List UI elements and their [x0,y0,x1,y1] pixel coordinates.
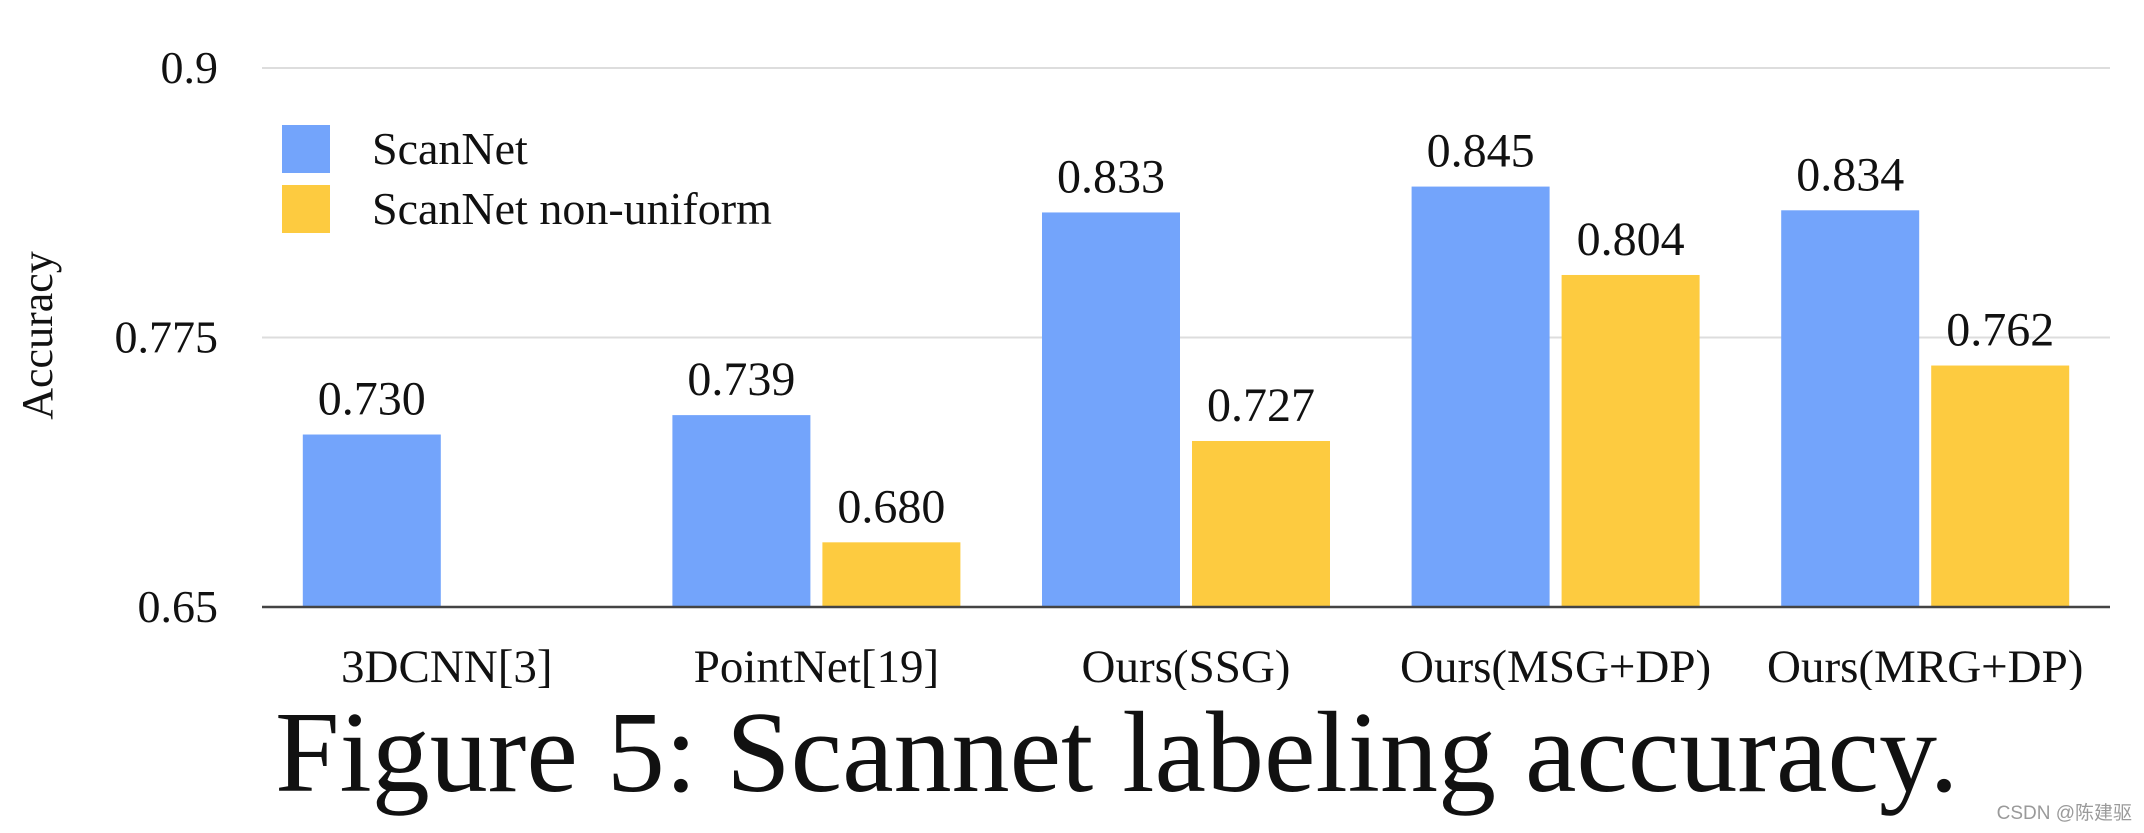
bar-chart: 0.730 0.739 0.680 0.833 0.727 0.845 0.804 0.834… [13,42,2110,690]
x-tick-label: 3DCNN[3] [341,641,552,690]
watermark: CSDN @陈建驱 [1996,803,2132,824]
data-label: 0.833 [1057,150,1165,203]
bars [302,186,2070,607]
value-labels: 0.730 0.739 0.680 0.833 0.727 0.845 0.804 0.834… [318,125,2054,534]
x-tick-label: Ours(SSG) [1082,641,1291,690]
bar-scannet [1781,210,1920,607]
bar-scannet-non-uniform [822,542,961,607]
x-tick-label: PointNet[19] [694,641,939,690]
data-label: 0.804 [1577,213,1685,266]
bar-scannet-non-uniform [1561,274,1700,607]
legend-swatch-scannet-non-uniform [282,185,330,233]
data-label: 0.727 [1207,379,1315,432]
bar-scannet [672,415,811,607]
bar-scannet-non-uniform [1931,365,2070,607]
data-label: 0.834 [1796,148,1904,201]
bar-scannet [302,434,441,607]
legend: ScanNet ScanNet non-uniform [282,123,772,234]
x-tick-label: Ours(MSG+DP) [1400,641,1711,690]
bar-scannet [1042,212,1180,607]
data-label: 0.730 [318,373,426,426]
x-axis-ticks: 3DCNN[3] PointNet[19] Ours(SSG) Ours(MSG+DP… [341,641,2083,690]
data-label: 0.845 [1427,125,1535,178]
bar-scannet [1411,186,1550,607]
data-label: 0.762 [1946,304,2054,357]
legend-label-scannet-non-uniform: ScanNet non-uniform [372,183,772,234]
legend-swatch-scannet [282,125,330,173]
legend-label-scannet: ScanNet [372,123,528,174]
data-label: 0.680 [837,480,945,533]
y-axis-ticks: 0.65 0.775 0.9 [115,42,219,632]
y-tick-label: 0.65 [138,581,219,632]
figure-caption: Figure 5: Scannet labeling accuracy. [275,689,1959,817]
y-tick-label: 0.775 [115,312,219,363]
bar-scannet-non-uniform [1192,440,1330,607]
y-axis-label: Accuracy [13,251,62,420]
data-label: 0.739 [687,353,795,406]
x-tick-label: Ours(MRG+DP) [1767,641,2083,690]
y-tick-label: 0.9 [161,42,219,93]
